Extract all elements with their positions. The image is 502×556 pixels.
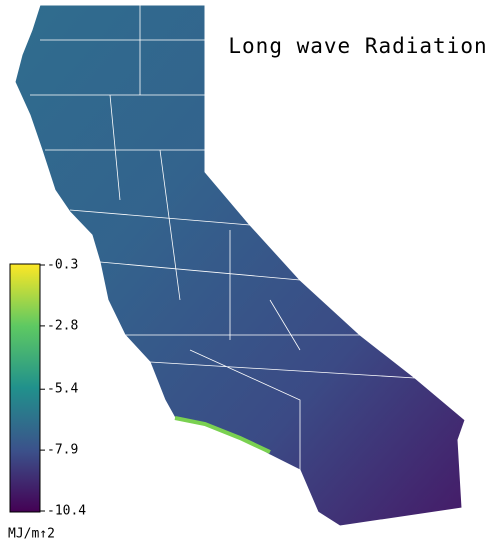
colorbar-label: MJ/m↑2	[8, 527, 55, 542]
colorbar-tick-label: -10.4	[47, 504, 86, 519]
colorbar-tick-label: -7.9	[47, 443, 78, 458]
colorbar-tick-label: -0.3	[47, 258, 78, 273]
colorbar-tick-label: -2.8	[47, 318, 78, 333]
county-lines	[30, 5, 416, 470]
colorbar-tick-label: -5.4	[47, 382, 78, 397]
map-title: Long wave Radiation	[228, 34, 487, 58]
state-shape	[14, 4, 466, 527]
colorbar	[9, 263, 41, 513]
coast-highlight	[174, 416, 271, 454]
